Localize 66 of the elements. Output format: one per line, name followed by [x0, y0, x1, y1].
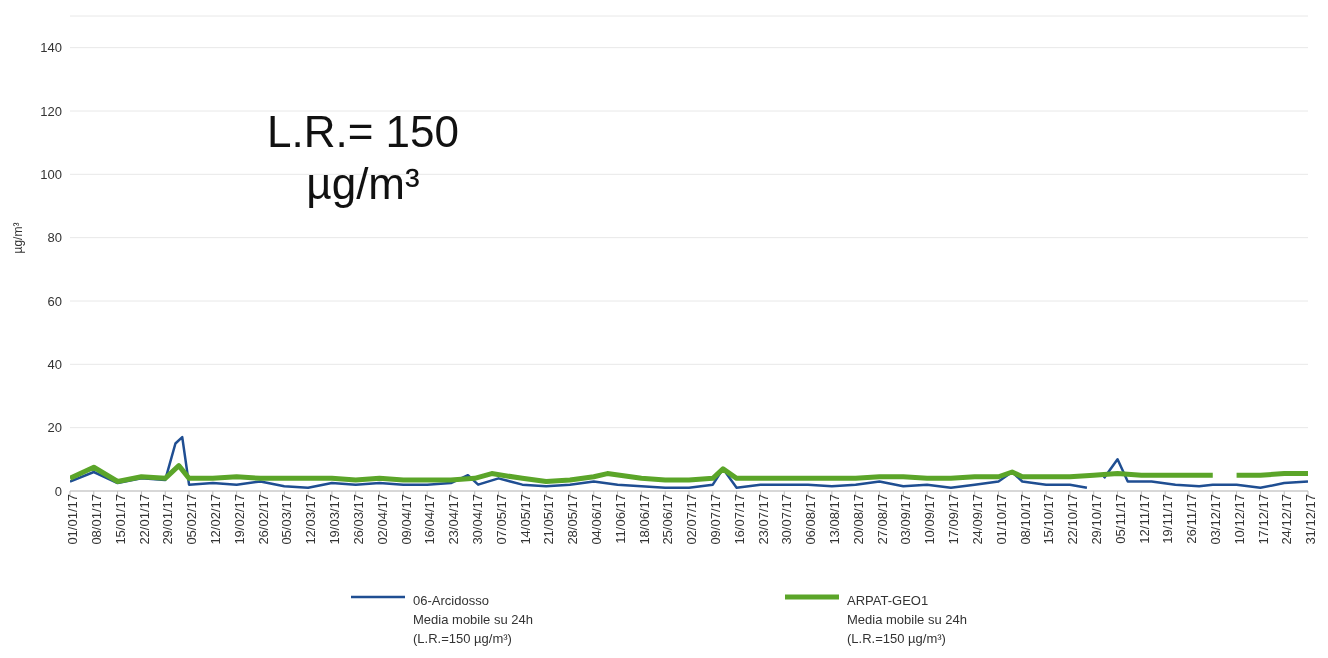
x-tick-label: 02/07/17 [684, 494, 700, 545]
x-tick-label: 20/08/17 [850, 494, 866, 545]
legend-label: ARPAT-GEO1 Media mobile su 24h (L.R.=150 µg/m³) [847, 592, 967, 648]
x-tick-label: 13/08/17 [827, 494, 843, 545]
x-tick-label: 21/05/17 [541, 494, 557, 545]
y-tick-label: 20 [47, 420, 62, 436]
x-tick-label: 03/09/17 [898, 494, 914, 545]
x-tick-label: 24/12/17 [1279, 494, 1295, 545]
x-tick-label: 12/03/17 [303, 494, 319, 545]
y-tick-label: 80 [47, 230, 62, 246]
x-tick-label: 05/02/17 [184, 494, 200, 545]
x-tick-label: 26/11/17 [1184, 494, 1200, 544]
x-tick-label: 29/10/17 [1088, 494, 1104, 545]
x-tick-label: 02/04/17 [374, 494, 390, 545]
y-tick-label: 120 [40, 103, 62, 119]
x-tick-label: 26/03/17 [350, 494, 366, 545]
x-tick-label: 10/12/17 [1231, 494, 1247, 545]
x-tick-label: 23/04/17 [446, 494, 462, 545]
x-tick-label: 23/07/17 [755, 494, 771, 545]
x-tick-label: 27/08/17 [874, 494, 890, 545]
y-tick-label: 40 [47, 356, 62, 372]
x-tick-label: 29/01/17 [160, 494, 176, 545]
x-tick-label: 22/01/17 [136, 494, 152, 545]
x-tick-label: 15/10/17 [1041, 494, 1057, 545]
x-tick-label: 10/09/17 [922, 494, 938, 545]
x-tick-label: 19/02/17 [231, 494, 247, 545]
x-tick-label: 12/11/17 [1136, 494, 1152, 544]
y-tick-label: 100 [40, 166, 62, 182]
x-tick-label: 05/03/17 [279, 494, 295, 545]
x-tick-label: 07/05/17 [493, 494, 509, 545]
x-tick-label: 18/06/17 [636, 494, 652, 545]
x-tick-label: 03/12/17 [1208, 494, 1223, 545]
x-tick-label: 25/06/17 [660, 494, 676, 545]
x-tick-label: 22/10/17 [1065, 494, 1081, 545]
y-tick-label: 60 [47, 293, 62, 309]
x-tick-label: 01/01/17 [65, 494, 81, 545]
x-tick-label: 06/08/17 [803, 494, 819, 545]
x-tick-label: 17/12/17 [1255, 494, 1271, 545]
x-tick-label: 04/06/17 [589, 494, 604, 545]
x-tick-label: 31/12/17 [1303, 494, 1319, 545]
x-tick-label: 30/07/17 [779, 494, 795, 545]
x-tick-label: 19/11/17 [1160, 494, 1176, 544]
x-tick-label: 26/02/17 [255, 494, 271, 545]
x-tick-label: 28/05/17 [565, 494, 581, 545]
x-tick-label: 09/04/17 [398, 494, 414, 545]
x-tick-label: 01/10/17 [993, 494, 1009, 545]
x-tick-label: 16/07/17 [731, 494, 747, 545]
x-tick-label: 15/01/17 [112, 494, 128, 545]
x-tick-label: 16/04/17 [422, 494, 438, 545]
x-tick-label: 12/02/17 [208, 494, 224, 545]
x-tick-label: 08/01/17 [89, 494, 105, 545]
y-axis-title: µg/m³ [306, 159, 420, 208]
x-tick-label: 14/05/17 [517, 494, 533, 545]
x-tick-label: 30/04/17 [469, 494, 485, 545]
x-tick-label: 08/10/17 [1017, 494, 1033, 545]
x-tick-label: 24/09/17 [969, 494, 985, 545]
x-tick-label: 17/09/17 [946, 494, 962, 545]
y-tick-label: 0 [54, 483, 62, 499]
x-tick-label: 19/03/17 [327, 494, 343, 545]
y-tick-label: 140 [40, 40, 62, 56]
legend-label: 06-Arcidosso Media mobile su 24h (L.R.=150 µg/m³) [413, 592, 533, 648]
x-tick-label: 09/07/17 [708, 494, 724, 545]
text: µg/m³ [11, 222, 26, 254]
text: L.R.= 150 [266, 107, 460, 156]
x-tick-label: 05/11/17 [1112, 494, 1128, 544]
x-tick-label: 11/06/17 [612, 494, 628, 544]
